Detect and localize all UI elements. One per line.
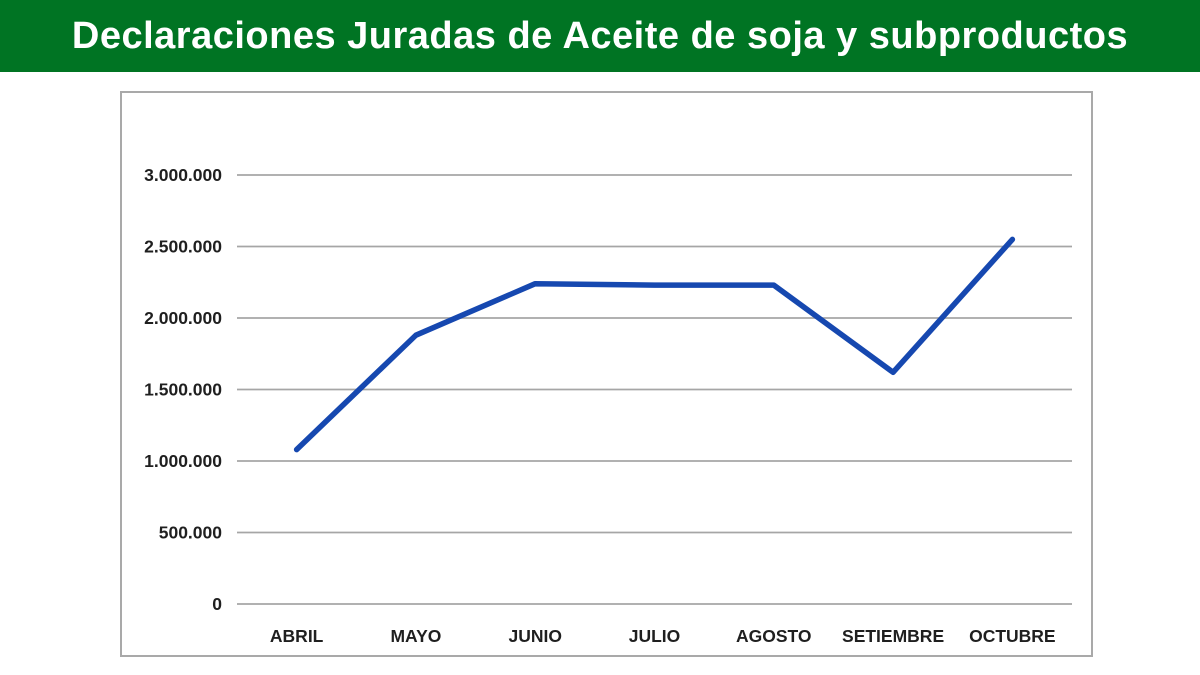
x-axis-tick-label: JULIO <box>629 626 681 646</box>
y-axis-tick-label: 500.000 <box>159 523 223 543</box>
y-axis-tick-label: 0 <box>212 594 222 614</box>
data-series-line <box>293 236 1016 453</box>
header-banner: Declaraciones Juradas de Aceite de soja … <box>0 0 1200 72</box>
y-axis-tick-label: 2.500.000 <box>144 237 222 257</box>
line-chart: 0 500.000 1.000.000 1.500.000 2.000.000 2.500… <box>144 165 1072 646</box>
y-axis-tick-label: 2.000.000 <box>144 308 222 328</box>
y-axis-tick-label: 1.500.000 <box>144 380 222 400</box>
x-axis-tick-label: AGOSTO <box>736 626 812 646</box>
y-axis-tick-label: 1.000.000 <box>144 451 222 471</box>
y-axis-tick-label: 3.000.000 <box>144 165 222 185</box>
page-title: Declaraciones Juradas de Aceite de soja … <box>71 14 1129 57</box>
x-axis-tick-label: JUNIO <box>508 626 561 646</box>
chart-frame: 0 500.000 1.000.000 1.500.000 2.000.000 2.500… <box>120 91 1093 657</box>
x-axis-tick-label: OCTUBRE <box>969 626 1056 646</box>
x-axis-tick-label: MAYO <box>390 626 441 646</box>
x-axis-tick-label: SETIEMBRE <box>842 626 944 646</box>
x-axis-tick-label: ABRIL <box>270 626 324 646</box>
